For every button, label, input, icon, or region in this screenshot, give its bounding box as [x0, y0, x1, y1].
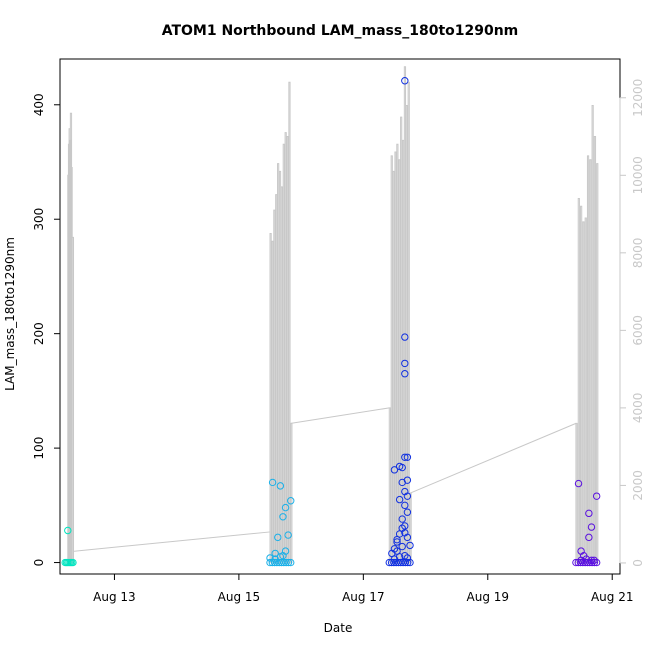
data-point: [398, 515, 406, 523]
connector-line-1: [290, 407, 390, 424]
secondary-y-tick-label: 8000: [631, 238, 645, 269]
baseline-point: [69, 558, 77, 567]
data-point: [401, 453, 409, 461]
baseline-point: [280, 558, 288, 567]
baseline-point: [399, 558, 407, 567]
data-point: [268, 478, 277, 487]
data-point: [406, 541, 414, 550]
secondary-y-tick-label: 2000: [631, 470, 645, 501]
data-point: [401, 370, 409, 378]
baseline-point: [282, 558, 290, 567]
data-point: [284, 531, 292, 539]
baseline-point: [581, 558, 589, 567]
data-point: [401, 77, 409, 85]
x-tick-label: Aug 15: [218, 590, 261, 604]
x-tick-label: Aug 13: [93, 590, 136, 604]
y-axis-label: LAM_mass_180to1290nm: [3, 237, 17, 391]
x-tick-label: Aug 17: [342, 590, 385, 604]
data-point: [403, 453, 412, 461]
y-axis: 0 100 200 300 400: [32, 93, 61, 567]
y-tick-label: 200: [32, 322, 46, 345]
y-tick-label: 0: [32, 559, 46, 567]
data-point: [585, 509, 593, 518]
baseline-point: [385, 558, 393, 567]
baseline-point: [273, 558, 281, 567]
data-point: [587, 523, 596, 531]
data-point: [274, 533, 282, 542]
baseline-point: [287, 558, 295, 567]
secondary-y-tick-label: 0: [631, 559, 645, 567]
x-tick-label: Aug 21: [591, 590, 634, 604]
connector-line-0: [72, 531, 271, 552]
baseline-point: [284, 558, 293, 567]
baseline-point: [390, 558, 398, 567]
y-tick-label: 400: [32, 93, 46, 116]
secondary-y-axis: 0 2000 4000 6000 8000 10000 12000: [619, 79, 645, 567]
baseline-point: [403, 558, 412, 567]
secondary-y-tick-label: 6000: [631, 315, 645, 346]
secondary-y-tick-label: 4000: [631, 393, 645, 424]
chart-title: ATOM1 Northbound LAM_mass_180to1290nm: [162, 23, 519, 39]
data-point: [401, 551, 409, 560]
data-point: [403, 554, 412, 562]
baseline-point: [583, 558, 592, 567]
data-point: [592, 492, 601, 500]
data-point: [271, 555, 279, 563]
data-point: [587, 556, 596, 564]
data-point: [401, 333, 409, 341]
data-point: [403, 508, 412, 516]
data-point: [279, 551, 287, 560]
baseline-point: [392, 558, 400, 567]
data-points: [61, 77, 601, 567]
data-point: [276, 482, 285, 490]
data-point: [395, 495, 404, 504]
data-point: [271, 549, 279, 558]
data-point: [393, 535, 401, 544]
connector-line-2: [409, 422, 577, 494]
y-tick-label: 100: [32, 437, 46, 460]
data-point: [279, 513, 287, 521]
data-point: [577, 556, 585, 564]
secondary-y-tick-label: 10000: [631, 156, 645, 194]
data-point: [287, 497, 295, 505]
x-tick-label: Aug 19: [467, 590, 510, 604]
data-point: [398, 542, 406, 551]
data-point: [574, 479, 583, 488]
data-point: [64, 526, 72, 535]
data-point: [585, 533, 593, 542]
data-point: [582, 555, 590, 563]
x-axis: Aug 13 Aug 15 Aug 17 Aug 19 Aug 21: [93, 573, 634, 604]
baseline-point: [397, 558, 405, 567]
data-point: [266, 554, 274, 562]
data-point: [403, 492, 412, 500]
data-point: [395, 553, 404, 561]
data-point: [393, 538, 401, 546]
data-point: [590, 556, 598, 564]
data-point: [398, 463, 406, 472]
data-point: [401, 359, 409, 368]
baseline-point: [270, 558, 279, 567]
baseline-point: [266, 558, 274, 567]
data-point: [398, 478, 406, 487]
data-point: [401, 501, 409, 510]
baseline-point: [401, 558, 410, 567]
secondary-y-tick-label: 12000: [631, 79, 645, 117]
x-axis-label: Date: [324, 621, 353, 635]
data-point: [390, 466, 399, 474]
data-point: [398, 524, 406, 532]
y-tick-label: 300: [32, 208, 46, 231]
baseline-point: [277, 558, 286, 567]
data-point: [281, 503, 290, 512]
